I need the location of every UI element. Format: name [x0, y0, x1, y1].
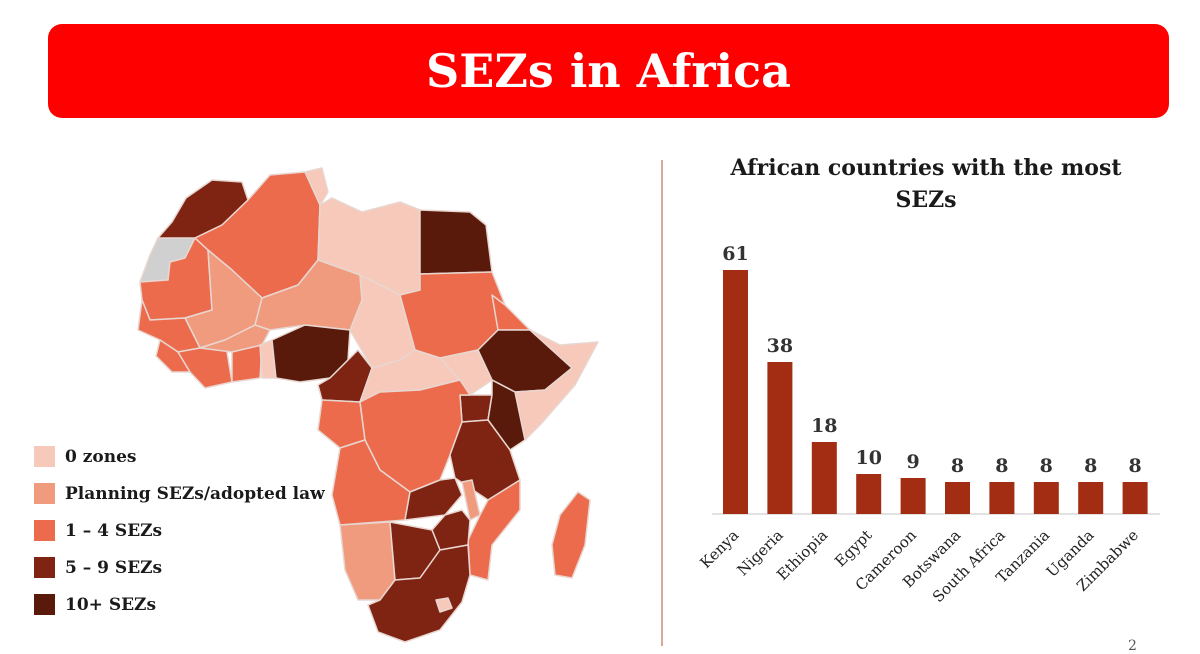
bar-kenya — [723, 270, 748, 514]
data-label: 61 — [722, 243, 748, 265]
data-label: 8 — [1084, 455, 1097, 477]
data-label: 8 — [1128, 455, 1141, 477]
bar-tanzania — [1034, 482, 1059, 514]
data-label: 18 — [811, 415, 837, 437]
data-label: 10 — [855, 447, 881, 469]
bar-ethiopia — [812, 442, 837, 514]
bar-nigeria — [767, 362, 792, 514]
bar-south-africa — [989, 482, 1014, 514]
data-label: 9 — [906, 451, 919, 473]
data-label: 8 — [1040, 455, 1053, 477]
data-label: 8 — [951, 455, 964, 477]
data-label: 8 — [995, 455, 1008, 477]
bar-uganda — [1078, 482, 1103, 514]
bar-egypt — [856, 474, 881, 514]
bar-botswana — [945, 482, 970, 514]
bar-zimbabwe — [1123, 482, 1148, 514]
bar-cameroon — [901, 478, 926, 514]
data-label: 38 — [767, 335, 793, 357]
